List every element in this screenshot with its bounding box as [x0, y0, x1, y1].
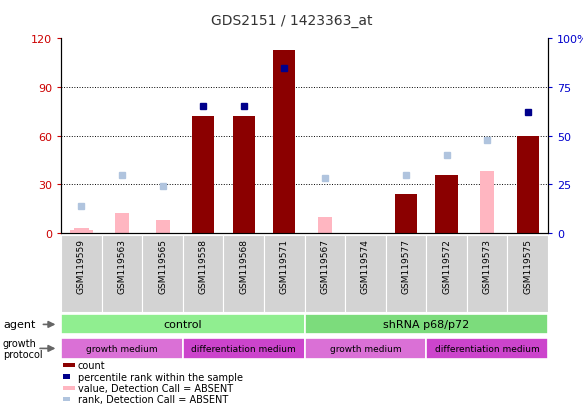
Text: control: control: [164, 320, 202, 330]
Bar: [517, 136, 539, 233]
Text: GSM119577: GSM119577: [402, 238, 410, 293]
Bar: [426, 235, 467, 312]
Text: GSM119568: GSM119568: [239, 238, 248, 293]
Bar: [61, 235, 102, 312]
Bar: [61, 315, 304, 335]
Bar: [183, 338, 304, 359]
Bar: [233, 117, 255, 233]
Bar: [304, 338, 426, 359]
Bar: [264, 235, 304, 312]
Text: rank, Detection Call = ABSENT: rank, Detection Call = ABSENT: [78, 394, 228, 404]
Text: agent: agent: [3, 320, 36, 330]
Text: GSM119559: GSM119559: [77, 238, 86, 293]
Bar: [115, 214, 129, 233]
Bar: [71, 230, 93, 233]
Bar: [395, 195, 417, 233]
Bar: [426, 338, 548, 359]
Bar: [467, 235, 507, 312]
Bar: [436, 175, 458, 233]
Text: GSM119571: GSM119571: [280, 238, 289, 293]
Bar: [102, 235, 142, 312]
Text: value, Detection Call = ABSENT: value, Detection Call = ABSENT: [78, 383, 233, 393]
Text: differentiation medium: differentiation medium: [191, 344, 296, 353]
Text: GSM119573: GSM119573: [483, 238, 491, 293]
Bar: [156, 221, 170, 233]
Bar: [142, 235, 183, 312]
Text: GSM119574: GSM119574: [361, 238, 370, 293]
Text: growth
protocol: growth protocol: [3, 338, 43, 359]
Text: GSM119563: GSM119563: [118, 238, 127, 293]
Bar: [507, 235, 548, 312]
Text: percentile rank within the sample: percentile rank within the sample: [78, 372, 243, 382]
Bar: [318, 217, 332, 233]
Text: GSM119565: GSM119565: [158, 238, 167, 293]
Bar: [480, 172, 494, 233]
Bar: [386, 235, 426, 312]
Bar: [183, 235, 223, 312]
Text: GSM119572: GSM119572: [442, 238, 451, 293]
Text: growth medium: growth medium: [86, 344, 158, 353]
Bar: [304, 315, 548, 335]
Bar: [75, 228, 89, 233]
Text: differentiation medium: differentiation medium: [435, 344, 539, 353]
Text: GSM119567: GSM119567: [321, 238, 329, 293]
Text: GDS2151 / 1423363_at: GDS2151 / 1423363_at: [210, 14, 373, 28]
Bar: [223, 235, 264, 312]
Text: growth medium: growth medium: [329, 344, 401, 353]
Bar: [61, 338, 183, 359]
Text: GSM119558: GSM119558: [199, 238, 208, 293]
Bar: [345, 235, 386, 312]
Bar: [192, 117, 215, 233]
Bar: [304, 235, 345, 312]
Text: shRNA p68/p72: shRNA p68/p72: [383, 320, 469, 330]
Bar: [273, 50, 296, 233]
Text: count: count: [78, 361, 105, 370]
Text: GSM119575: GSM119575: [523, 238, 532, 293]
